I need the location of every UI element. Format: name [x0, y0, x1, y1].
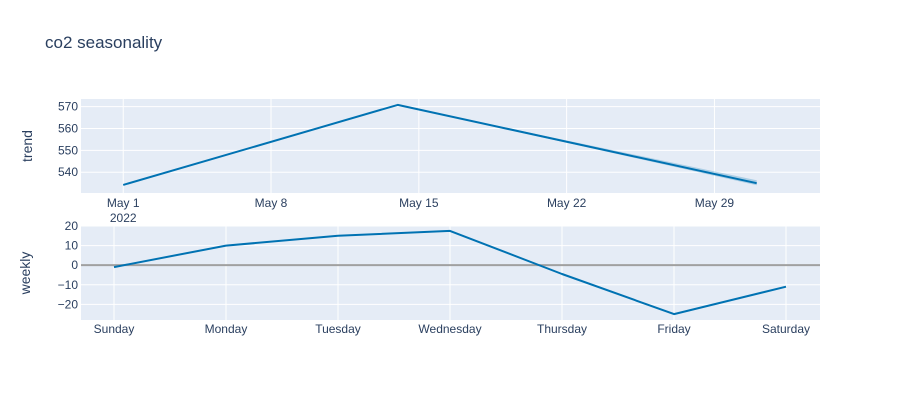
weekly-x-tick-label: Wednesday: [418, 322, 481, 336]
weekly-x-tick-label: Tuesday: [315, 322, 361, 336]
trend-x-tick-label: May 1: [107, 196, 140, 210]
weekly-y-tick-label: −10: [58, 278, 79, 292]
weekly-y-tick-label: 0: [71, 258, 78, 272]
trend-y-tick-label: 550: [58, 143, 78, 157]
trend-x-tick-sublabel: 2022: [110, 211, 137, 225]
trend-plot-area: [81, 99, 820, 193]
trend-y-tick-label: 540: [58, 165, 78, 179]
weekly-y-tick-label: −20: [58, 297, 79, 311]
chart-title: co2 seasonality: [45, 33, 163, 52]
weekly-x-tick-label: Thursday: [537, 322, 587, 336]
weekly-x-tick-label: Friday: [657, 322, 690, 336]
weekly-x-tick-label: Monday: [205, 322, 248, 336]
trend-y-tick-label: 560: [58, 122, 78, 136]
weekly-x-tick-label: Saturday: [762, 322, 810, 336]
weekly-y-tick-label: 20: [65, 219, 79, 233]
trend-x-tick-label: May 22: [547, 196, 587, 210]
weekly-axis-title: weekly: [17, 252, 33, 296]
trend-axis-title: trend: [19, 130, 35, 162]
weekly-x-tick-label: Sunday: [94, 322, 135, 336]
trend-x-tick-label: May 8: [255, 196, 288, 210]
trend-line: [122, 103, 757, 186]
trend-x-tick-label: May 29: [695, 196, 735, 210]
trend-y-tick-label: 570: [58, 100, 78, 114]
trend-x-tick-label: May 15: [399, 196, 439, 210]
weekly-y-tick-label: 10: [65, 239, 79, 253]
